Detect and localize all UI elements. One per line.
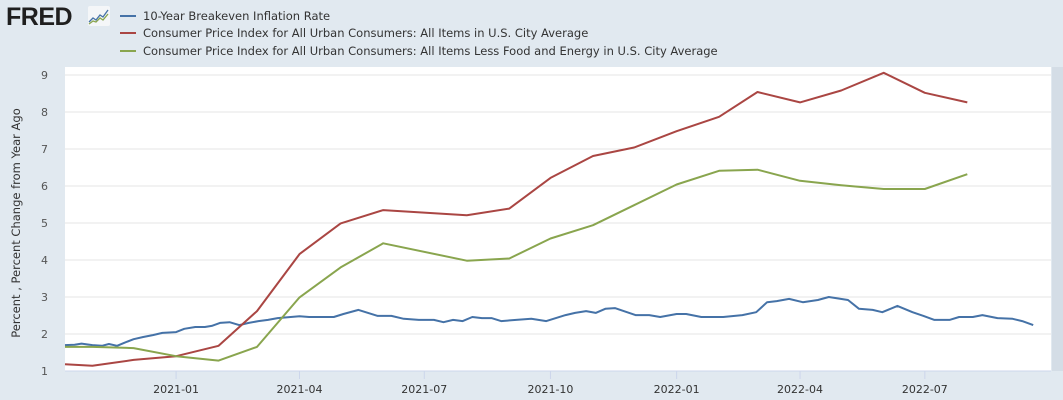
- y-tick-label: 2: [41, 328, 48, 341]
- legend-swatch-red: [120, 32, 136, 35]
- legend-item-breakeven[interactable]: 10-Year Breakeven Inflation Rate: [120, 7, 718, 25]
- y-tick-label: 3: [41, 291, 48, 304]
- x-tick-label: 2022-07: [902, 383, 948, 396]
- x-tick-label: 2021-01: [153, 383, 199, 396]
- fred-logo[interactable]: FRED: [6, 3, 73, 31]
- y-tick-label: 9: [41, 69, 48, 82]
- series-line-cpi-core[interactable]: [65, 168, 968, 362]
- legend-swatch-green: [120, 49, 136, 52]
- legend-label: Consumer Price Index for All Urban Consu…: [143, 43, 718, 58]
- y-tick-label: 6: [41, 180, 48, 193]
- y-tick-label: 8: [41, 106, 48, 119]
- x-tick-label: 2022-04: [777, 383, 823, 396]
- x-tick-label: 2021-04: [277, 383, 323, 396]
- chart-trend-icon: [88, 6, 110, 26]
- x-tick-label: 2022-01: [654, 383, 700, 396]
- series-line-cpi-all-items[interactable]: [64, 71, 968, 367]
- series-lines: [64, 71, 1034, 367]
- y-tick-label: 4: [41, 254, 48, 267]
- y-axis-label: Percent , Percent Change from Year Ago: [9, 108, 23, 337]
- x-tick-label: 2021-07: [401, 383, 447, 396]
- x-tick-label: 2021-10: [527, 383, 573, 396]
- y-axis-ticks: 1 2 3 4 5 6 7 8 9: [41, 69, 48, 378]
- legend-label: 10-Year Breakeven Inflation Rate: [143, 8, 331, 23]
- plot-right-edge: [1052, 67, 1063, 371]
- legend-item-cpi-core[interactable]: Consumer Price Index for All Urban Consu…: [120, 42, 718, 60]
- legend-item-cpi-all[interactable]: Consumer Price Index for All Urban Consu…: [120, 25, 718, 43]
- series-line-breakeven[interactable]: [64, 296, 1034, 347]
- y-tick-label: 1: [41, 365, 48, 378]
- y-tick-label: 7: [41, 143, 48, 156]
- legend-swatch-blue: [120, 14, 136, 17]
- x-axis-ticks: 2021-01 2021-04 2021-07 2021-10 2022-01 2022-…: [153, 371, 948, 396]
- chart-header: FRED 10-Year Breakeven Inflation Rate Co…: [0, 0, 1063, 62]
- y-tick-label: 5: [41, 217, 48, 230]
- chart-legend: 10-Year Breakeven Inflation Rate Consume…: [120, 7, 718, 60]
- plot-area: [65, 67, 1051, 371]
- legend-label: Consumer Price Index for All Urban Consu…: [143, 26, 589, 41]
